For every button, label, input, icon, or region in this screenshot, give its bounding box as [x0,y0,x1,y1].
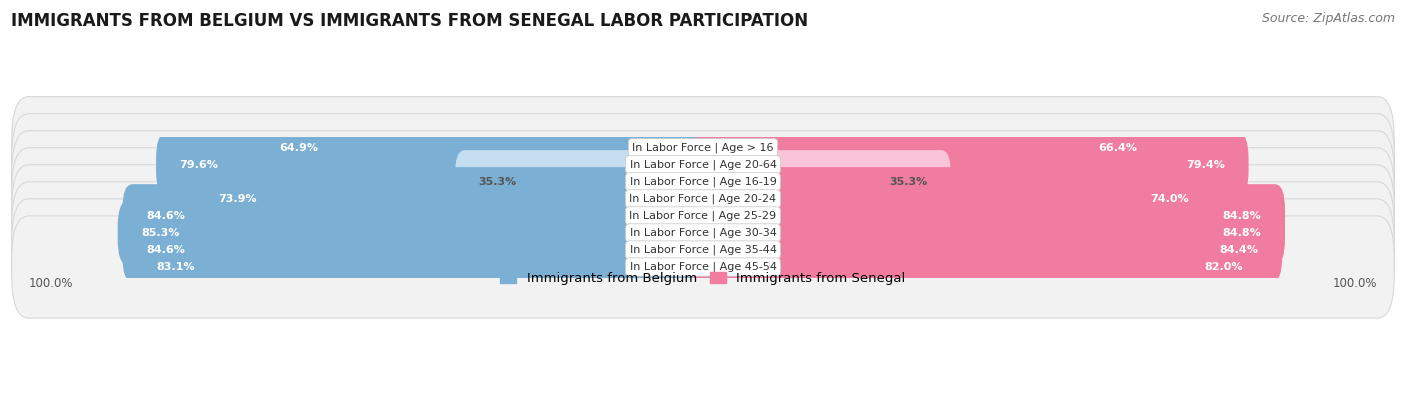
Text: 84.8%: 84.8% [1223,228,1261,238]
Text: 84.6%: 84.6% [146,211,184,221]
Text: 79.6%: 79.6% [180,160,218,170]
Text: 100.0%: 100.0% [28,277,73,290]
FancyBboxPatch shape [156,133,713,196]
FancyBboxPatch shape [11,165,1395,267]
FancyBboxPatch shape [11,131,1395,233]
FancyBboxPatch shape [11,216,1395,318]
FancyBboxPatch shape [454,150,713,214]
Text: In Labor Force | Age 30-34: In Labor Force | Age 30-34 [630,228,776,238]
FancyBboxPatch shape [693,201,1285,265]
FancyBboxPatch shape [693,116,1161,179]
FancyBboxPatch shape [122,218,713,282]
Text: IMMIGRANTS FROM BELGIUM VS IMMIGRANTS FROM SENEGAL LABOR PARTICIPATION: IMMIGRANTS FROM BELGIUM VS IMMIGRANTS FR… [11,12,808,30]
FancyBboxPatch shape [11,182,1395,284]
Text: In Labor Force | Age 16-19: In Labor Force | Age 16-19 [630,177,776,187]
FancyBboxPatch shape [122,184,713,248]
Text: In Labor Force | Age 20-24: In Labor Force | Age 20-24 [630,194,776,204]
Text: 84.4%: 84.4% [1220,245,1258,255]
FancyBboxPatch shape [693,150,952,214]
Text: Source: ZipAtlas.com: Source: ZipAtlas.com [1261,12,1395,25]
FancyBboxPatch shape [256,116,713,179]
Text: 82.0%: 82.0% [1204,262,1243,272]
FancyBboxPatch shape [693,218,1282,282]
FancyBboxPatch shape [11,199,1395,301]
Text: 84.8%: 84.8% [1223,211,1261,221]
FancyBboxPatch shape [11,97,1395,199]
Text: 66.4%: 66.4% [1098,143,1137,153]
Text: In Labor Force | Age 25-29: In Labor Force | Age 25-29 [630,211,776,221]
Legend: Immigrants from Belgium, Immigrants from Senegal: Immigrants from Belgium, Immigrants from… [495,266,911,290]
FancyBboxPatch shape [118,201,713,265]
Text: 73.9%: 73.9% [218,194,257,204]
Text: 100.0%: 100.0% [1333,277,1378,290]
FancyBboxPatch shape [693,184,1285,248]
Text: In Labor Force | Age > 16: In Labor Force | Age > 16 [633,143,773,153]
FancyBboxPatch shape [693,133,1249,196]
FancyBboxPatch shape [11,148,1395,250]
Text: 35.3%: 35.3% [478,177,516,187]
FancyBboxPatch shape [132,235,713,299]
FancyBboxPatch shape [194,167,713,231]
Text: 83.1%: 83.1% [156,262,194,272]
Text: 79.4%: 79.4% [1187,160,1225,170]
FancyBboxPatch shape [11,114,1395,216]
Text: In Labor Force | Age 20-64: In Labor Force | Age 20-64 [630,160,776,170]
Text: 35.3%: 35.3% [890,177,928,187]
FancyBboxPatch shape [693,167,1212,231]
Text: 64.9%: 64.9% [278,143,318,153]
Text: 74.0%: 74.0% [1150,194,1188,204]
Text: 84.6%: 84.6% [146,245,184,255]
Text: In Labor Force | Age 35-44: In Labor Force | Age 35-44 [630,245,776,255]
Text: In Labor Force | Age 45-54: In Labor Force | Age 45-54 [630,262,776,272]
FancyBboxPatch shape [693,235,1267,299]
Text: 85.3%: 85.3% [141,228,180,238]
